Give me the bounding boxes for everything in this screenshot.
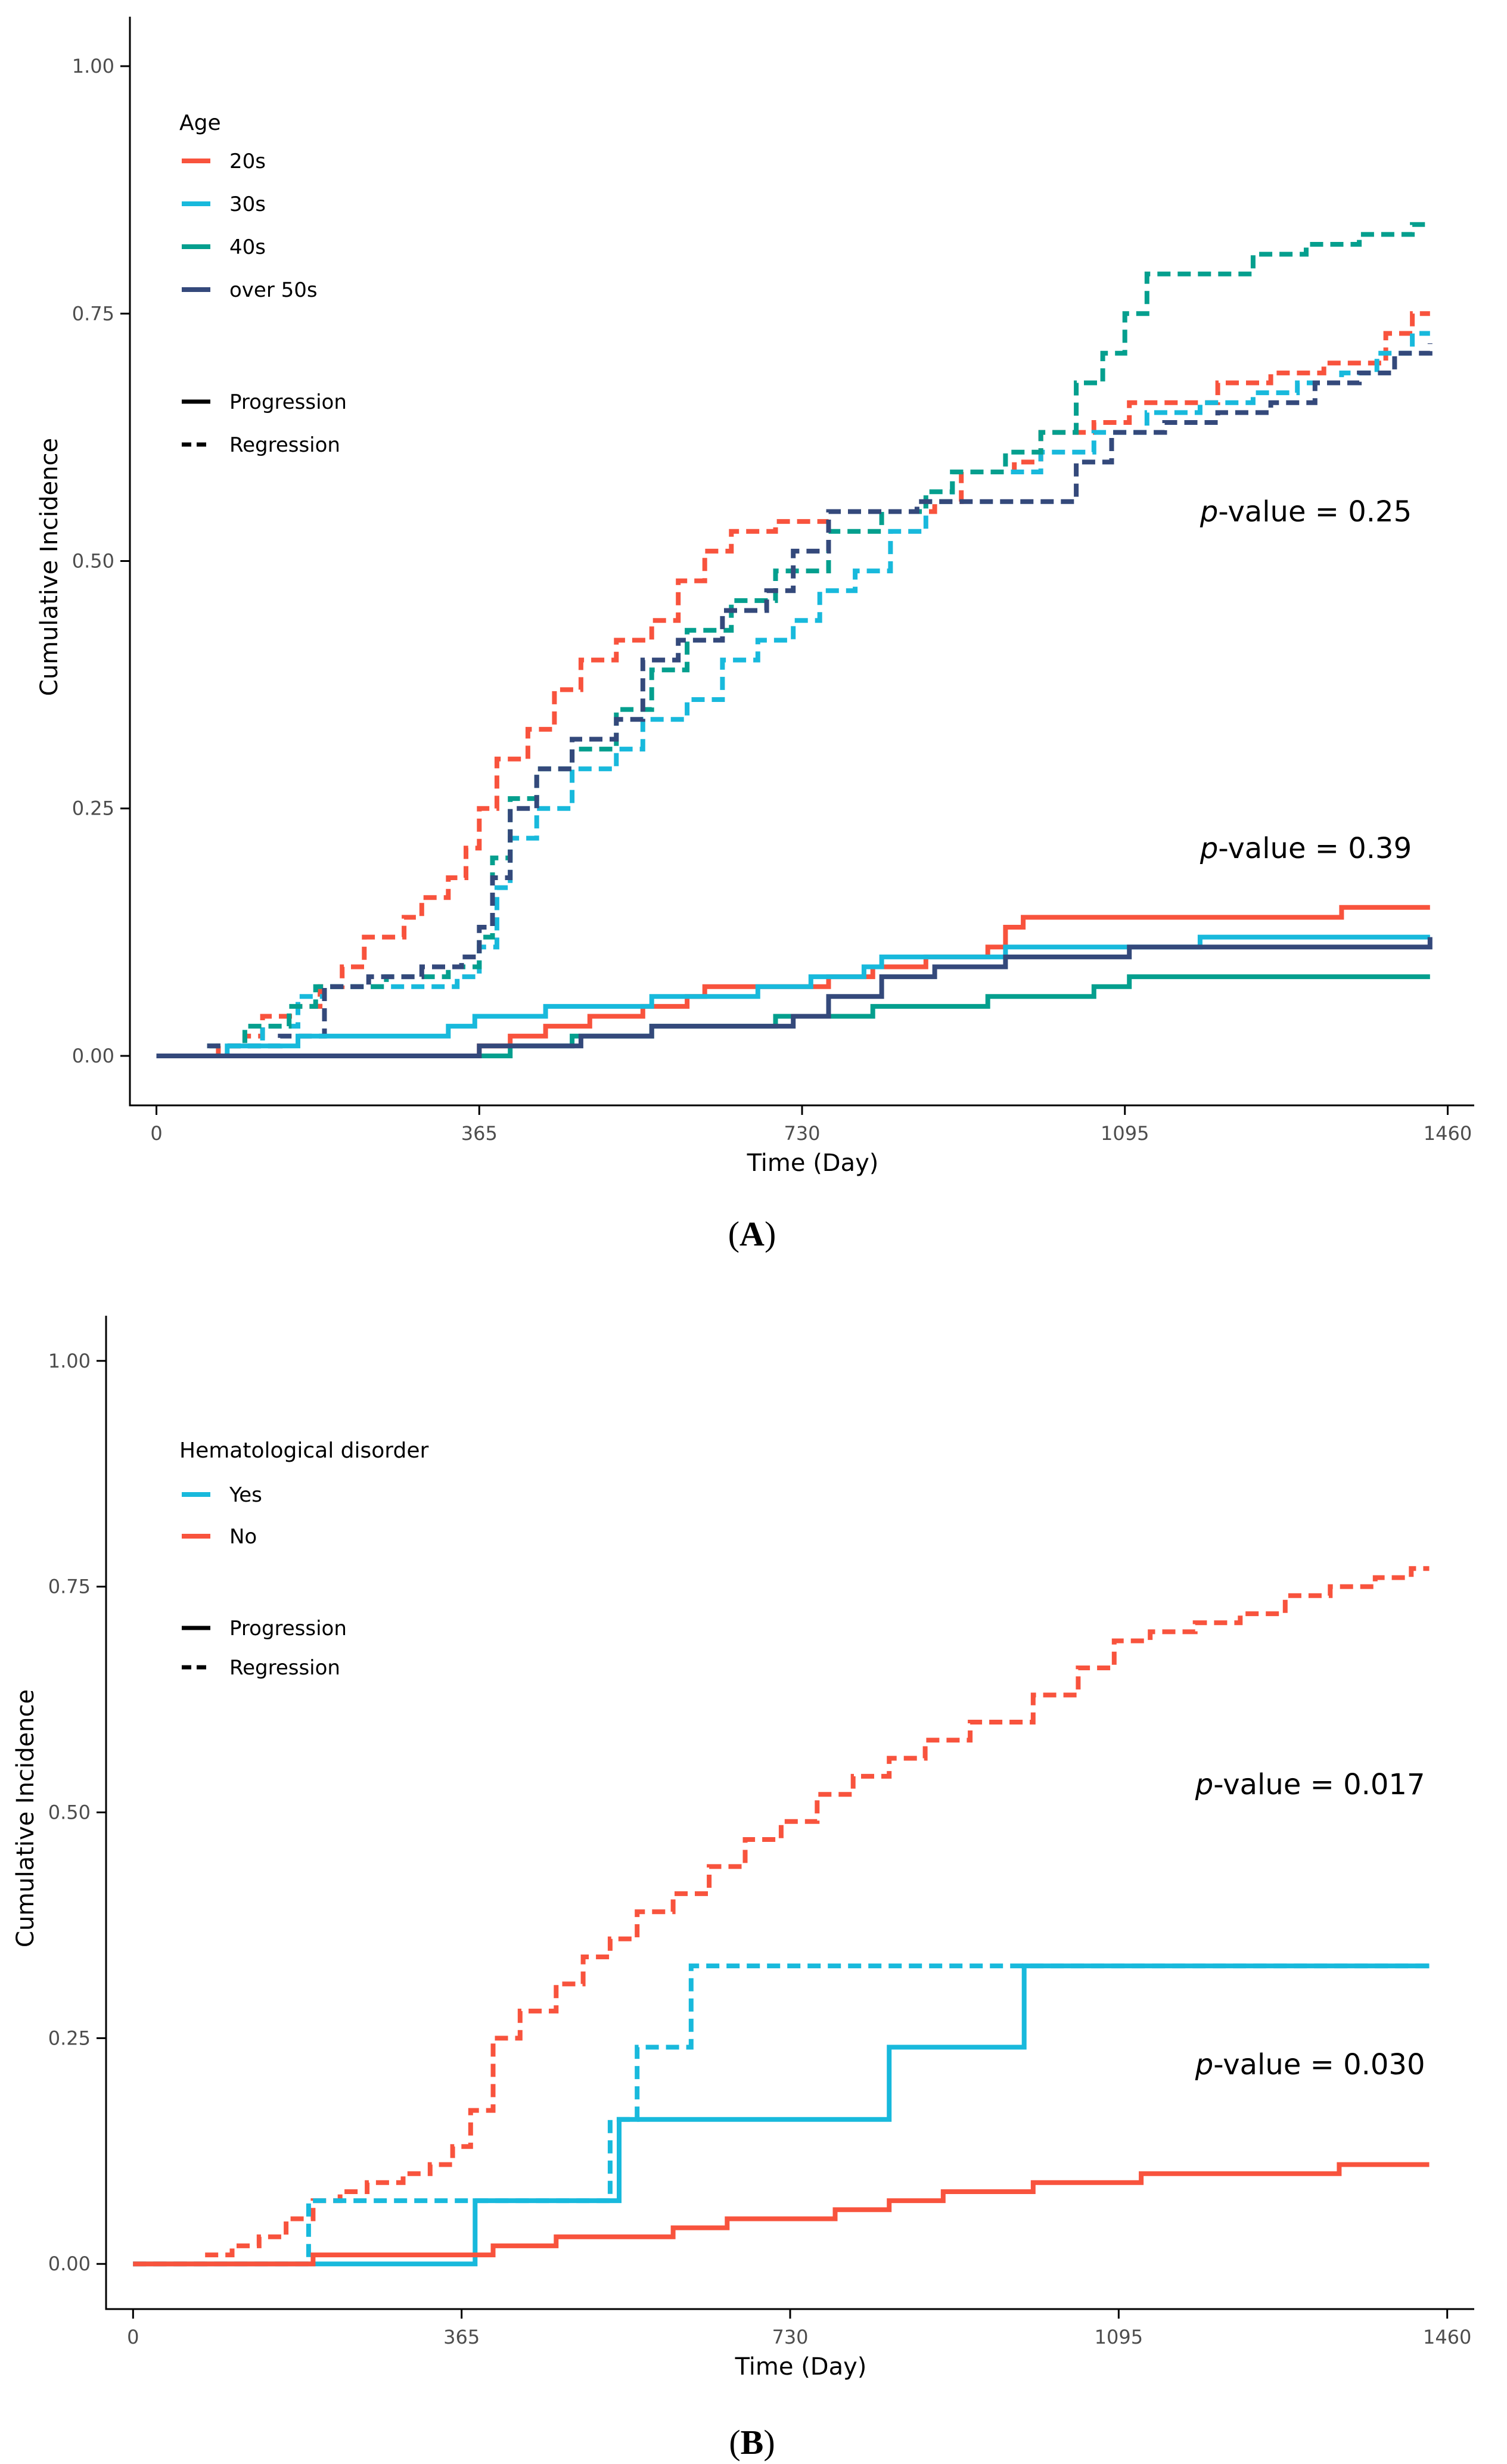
y-tick-label: 0.25: [48, 2027, 91, 2049]
series-40s-regression-line: [156, 222, 1430, 1058]
p-value-annotation: p-value = 0.030: [1195, 2048, 1425, 2081]
p-value-annotation: p-value = 0.017: [1195, 1768, 1425, 1801]
p-value-symbol: p: [1200, 832, 1218, 865]
p-value-symbol: p: [1195, 1768, 1213, 1801]
x-tick-label: 1095: [1095, 2326, 1143, 2348]
series-no-progression-line: [133, 2162, 1430, 2267]
x-tick-label: 1460: [1423, 2326, 1471, 2348]
legend-linetype-label: Regression: [229, 1656, 340, 1680]
y-tick-label: 0.50: [48, 1801, 91, 1824]
p-value-text: -value = 0.25: [1218, 495, 1412, 529]
caption-letter: A: [739, 1214, 765, 1253]
x-tick-label: 1460: [1424, 1122, 1472, 1145]
caption-open-paren: (: [729, 2423, 740, 2462]
series-over-50s-regression-line: [156, 343, 1433, 1058]
chart-panel-a: 0 365 730 1095 1460 0.00 0.25 0.50 0.75 1.00 Time …: [36, 17, 1474, 1253]
y-tick-label: 0.00: [48, 2252, 91, 2275]
caption-close-paren: ): [763, 2423, 775, 2462]
legend-linetype-label: Progression: [229, 1617, 347, 1640]
legend: Hematological disorder Yes No Progression Re…: [179, 1438, 428, 1680]
series-over-50s-progression-line: [156, 937, 1433, 1058]
y-tick-label: 0.00: [72, 1045, 114, 1067]
legend-label: 40s: [229, 235, 266, 259]
x-tick-label: 730: [772, 2326, 808, 2348]
p-value-text: -value = 0.39: [1218, 832, 1412, 865]
p-value-annotation: p-value = 0.39: [1200, 832, 1412, 865]
y-tick-label: 1.00: [72, 55, 114, 77]
series-30s-regression-line: [156, 331, 1430, 1058]
p-value-text: -value = 0.030: [1213, 2048, 1425, 2081]
x-tick-label: 365: [443, 2326, 480, 2348]
panel-caption: (A): [728, 1214, 776, 1253]
p-value-symbol: p: [1200, 495, 1218, 529]
caption-open-paren: (: [728, 1214, 739, 1253]
x-tick-label: 365: [461, 1122, 498, 1145]
axis-frame: [105, 1316, 1474, 2310]
y-axis-title: Cumulative Incidence: [36, 438, 63, 696]
p-value-symbol: p: [1195, 2048, 1213, 2081]
caption-close-paren: ): [765, 1214, 776, 1253]
y-tick-label: 0.75: [48, 1576, 91, 1598]
legend-label: 30s: [229, 192, 266, 216]
p-value-text: -value = 0.017: [1213, 1768, 1425, 1801]
legend-title: Hematological disorder: [179, 1438, 428, 1463]
x-axis-title: Time (Day): [747, 1149, 879, 1177]
caption-letter: B: [741, 2423, 764, 2462]
series-20s-regression-line: [156, 311, 1430, 1058]
series-yes-progression-line: [133, 1963, 1430, 2267]
legend-linetype-label: Progression: [229, 390, 347, 414]
legend-label: No: [229, 1525, 257, 1549]
legend-title: Age: [179, 111, 221, 135]
panel-caption: (B): [729, 2423, 775, 2462]
series-30s-progression-line: [156, 934, 1430, 1058]
y-tick-label: 0.75: [72, 302, 114, 325]
legend-linetype-label: Regression: [229, 433, 340, 457]
x-tick-label: 1095: [1101, 1122, 1149, 1145]
series-20s-progression-line: [156, 905, 1430, 1058]
x-tick-label: 0: [150, 1122, 162, 1145]
y-tick-label: 0.50: [72, 550, 114, 573]
p-value-annotation: p-value = 0.25: [1200, 495, 1412, 529]
legend-label: 20s: [229, 150, 266, 173]
x-tick-label: 730: [784, 1122, 820, 1145]
axis-frame: [129, 17, 1474, 1107]
series-no-regression-line: [133, 1566, 1430, 2267]
y-tick-label: 0.25: [72, 797, 114, 820]
y-tick-label: 1.00: [48, 1350, 91, 1372]
y-axis-title: Cumulative Incidence: [12, 1689, 39, 1947]
legend-label: over 50s: [229, 278, 318, 302]
x-tick-label: 0: [127, 2326, 139, 2348]
x-axis-title: Time (Day): [735, 2353, 867, 2381]
legend-label: Yes: [229, 1483, 262, 1507]
legend: Age 20s 30s 40s over 50s Progression Regressio…: [179, 111, 347, 457]
chart-panel-b: 0 365 730 1095 1460 0.00 0.25 0.50 0.75 1.00 Time …: [12, 1316, 1474, 2462]
